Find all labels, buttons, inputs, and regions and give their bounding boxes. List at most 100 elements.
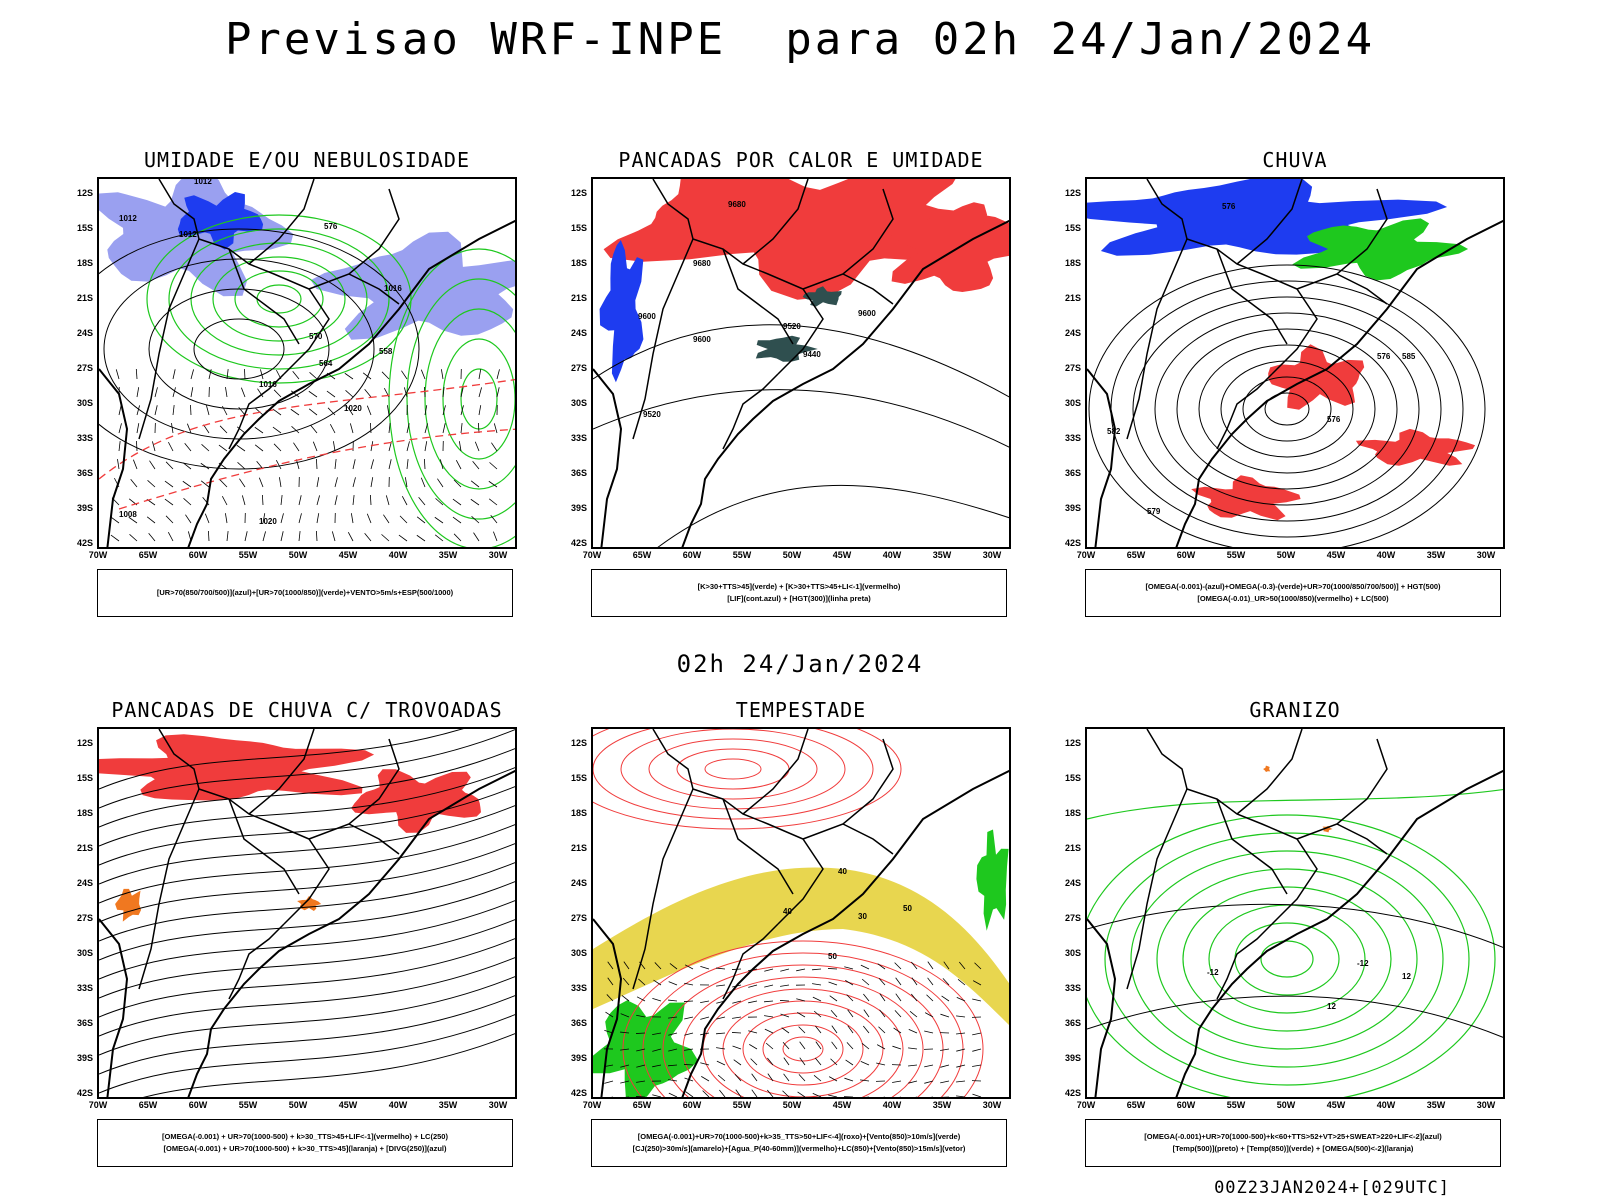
lat-tick-label: 27S (76, 363, 93, 373)
country-border (1336, 823, 1388, 855)
lon-tick-label: 65W (1126, 550, 1146, 560)
map-canvas: 50 40 50 40 30 (593, 729, 1009, 1097)
wind-vector (298, 495, 302, 506)
wind-vector (733, 1059, 742, 1066)
wind-vector (404, 477, 408, 488)
legend-line: [OMEGA(-0.001)+UR>70(1000-500)+k<60+TTS>… (1144, 1132, 1442, 1141)
wind-vector (638, 978, 646, 986)
wind-vector (352, 477, 356, 488)
wind-vector (290, 390, 300, 398)
wind-vector (783, 1073, 790, 1082)
wind-vector (308, 408, 318, 416)
wind-vector (136, 387, 140, 398)
wind-vector (909, 1010, 918, 1018)
precipitable-water-contour (782, 1036, 824, 1062)
wind-vector (654, 962, 662, 970)
wind-vector (344, 372, 354, 380)
contour-label: 9520 (783, 322, 801, 331)
wind-vector (812, 996, 822, 1002)
lat-tick-label: 33S (570, 983, 587, 993)
hgt-contour (1220, 360, 1354, 458)
wind-vector (636, 1080, 646, 1083)
wind-vector (908, 1080, 918, 1084)
precipitable-water-contour (593, 729, 874, 820)
wind-vector (254, 444, 264, 452)
country-border (348, 273, 400, 305)
lat-tick-label: 12S (570, 188, 587, 198)
pressure-contour (148, 288, 330, 410)
country-border (1336, 273, 1388, 305)
wind-vector (956, 1064, 966, 1068)
wind-vector (668, 981, 678, 986)
temp850-contour-green (1130, 850, 1444, 1068)
lat-tick-label: 21S (570, 293, 587, 303)
country-border (248, 729, 315, 815)
wind-vector (225, 513, 228, 524)
wind-vector (478, 387, 482, 398)
lon-tick-label: 65W (138, 550, 158, 560)
wind-vector (478, 369, 482, 380)
lat-tick-label: 27S (1064, 913, 1081, 923)
wind-vector (219, 425, 228, 434)
wind-vector (861, 978, 870, 986)
wind-vector (128, 516, 138, 524)
wind-vector (620, 1080, 630, 1084)
wind-vector (908, 1047, 918, 1050)
lif-contour-blue (599, 240, 644, 383)
streamline (99, 767, 515, 847)
lat-tick-label: 27S (570, 363, 587, 373)
field-layer (99, 729, 515, 1097)
wind-vector (370, 459, 374, 470)
wind-vector (370, 477, 374, 488)
wind-vector (352, 495, 355, 506)
wind-vector (606, 994, 614, 1002)
wind-vector (635, 1096, 646, 1097)
temp850-contour-green (1104, 832, 1470, 1086)
wind-vector (908, 1029, 918, 1034)
wind-vector (208, 530, 210, 542)
pressure-contour (193, 318, 285, 380)
wind-vector (200, 480, 210, 488)
streamline (99, 995, 515, 1075)
wind-vector (716, 967, 726, 970)
wind-area-green (593, 1000, 699, 1097)
country-border (842, 273, 894, 305)
wind-vector (187, 423, 192, 434)
wind-vector (700, 1000, 710, 1004)
country-border (632, 788, 694, 990)
wind-vector (734, 1073, 742, 1082)
lat-tick-label: 12S (76, 188, 93, 198)
wind-vector (972, 1093, 982, 1097)
field-layer (593, 179, 1009, 547)
wind-vector (941, 995, 950, 1002)
country-border (1296, 738, 1388, 840)
wind-vector (845, 980, 854, 986)
wind-vector (764, 1000, 774, 1003)
wind-vector (136, 423, 140, 434)
lon-tick-label: 70W (582, 1100, 602, 1110)
wind-vector (668, 999, 678, 1002)
country-border (1216, 923, 1273, 1000)
wind-vector (130, 478, 138, 488)
wind-vector (828, 1094, 838, 1097)
lon-tick-label: 60W (188, 1100, 208, 1110)
coastline (1087, 368, 1117, 547)
streamline (99, 862, 515, 942)
wind-vector (783, 1057, 790, 1066)
lat-tick-label: 39S (1064, 1053, 1081, 1063)
wind-vector (219, 479, 228, 488)
wind-vector (244, 368, 246, 380)
wind-vector (312, 441, 318, 452)
wind-vector (489, 462, 498, 470)
wind-vector (915, 1096, 917, 1097)
wind-vector (764, 984, 774, 988)
wind-vector (226, 369, 229, 380)
lat-tick-label: 24S (76, 878, 93, 888)
country-border (722, 923, 779, 1000)
wind-vector (420, 477, 426, 488)
wind-vector (254, 426, 264, 434)
wind-vector (865, 1096, 869, 1097)
wind-vector (895, 993, 902, 1002)
instability-area-red (603, 179, 1009, 300)
precipitable-water-contour (662, 964, 944, 1097)
